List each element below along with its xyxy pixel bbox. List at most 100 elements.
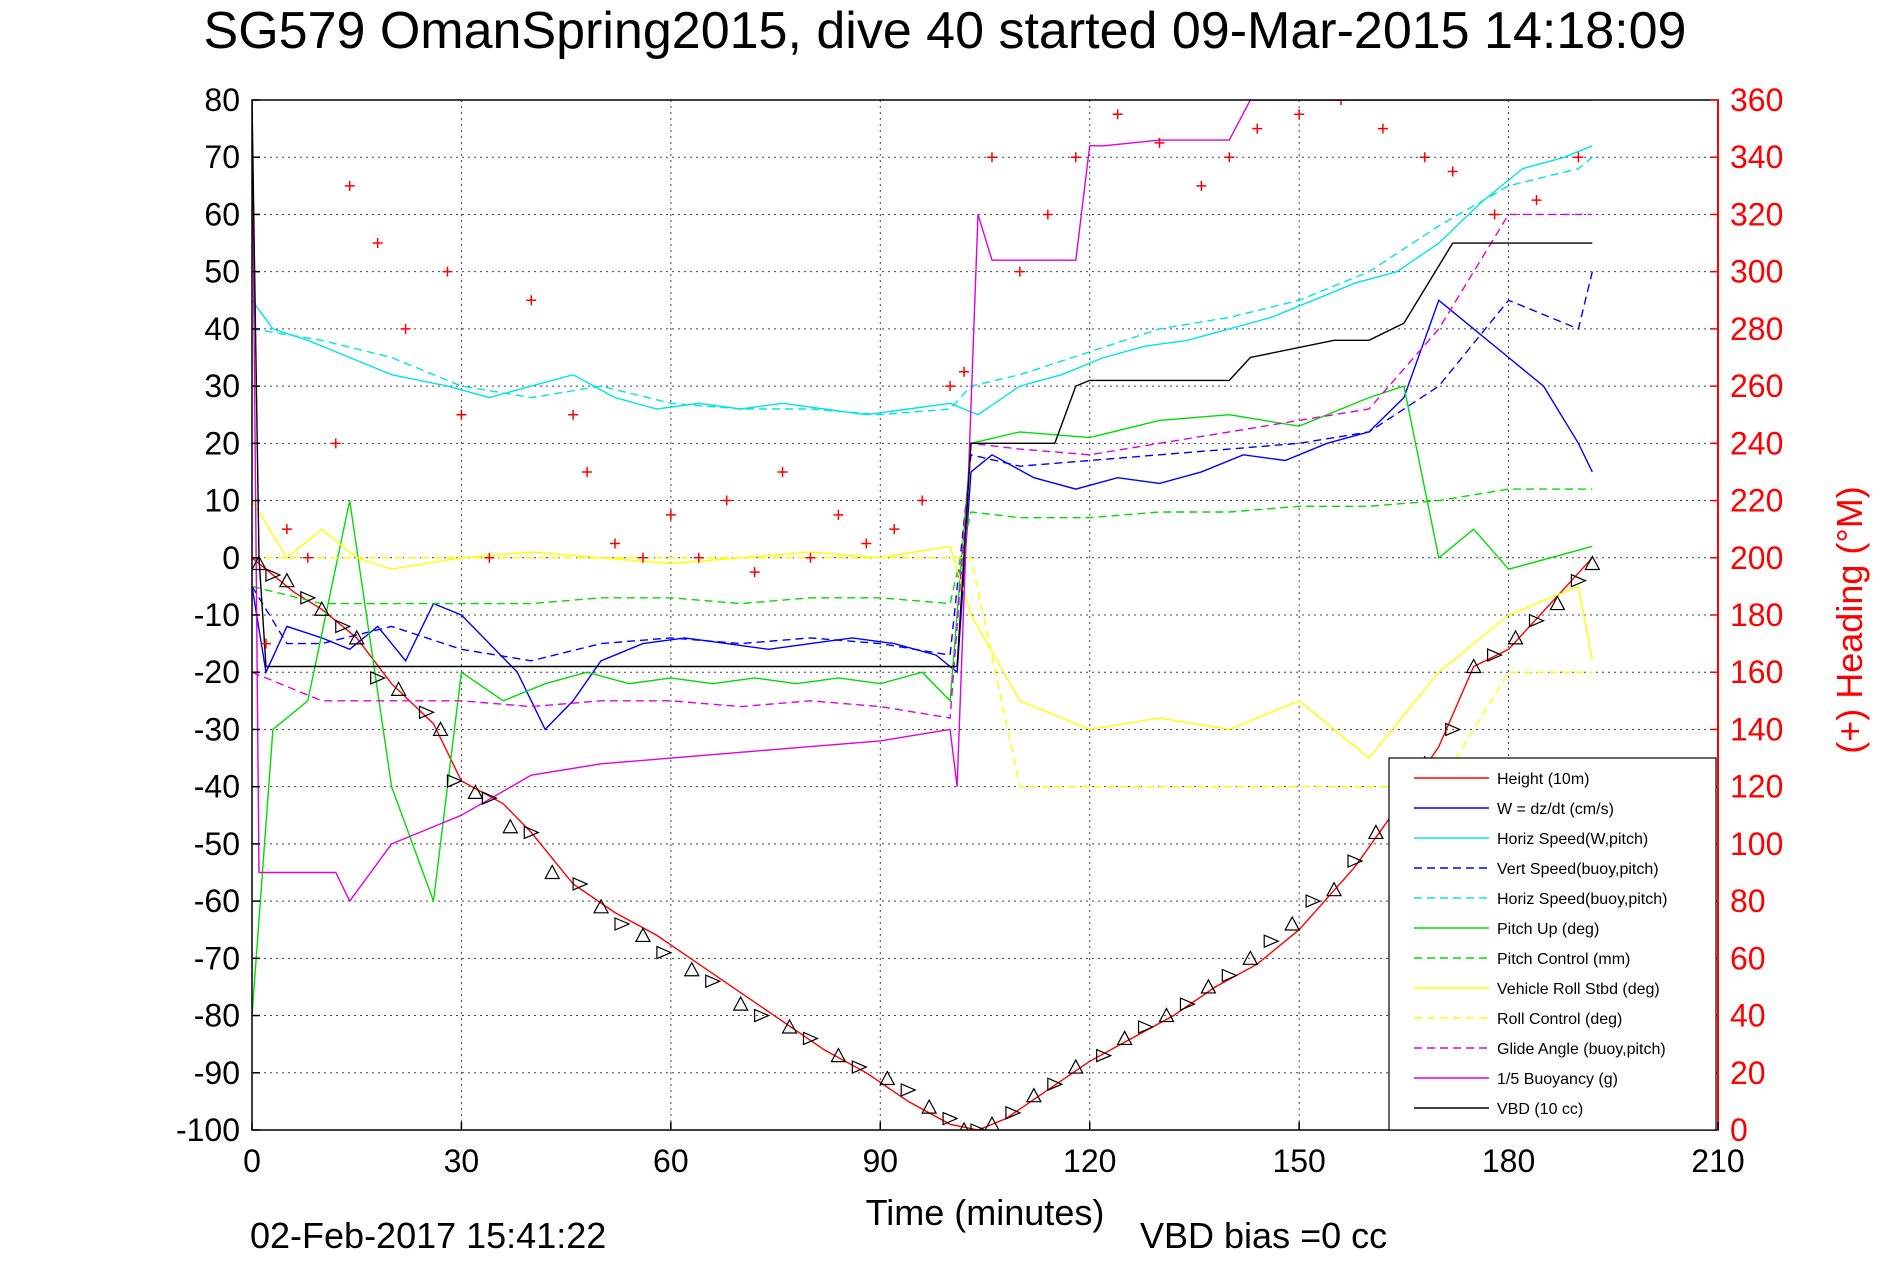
heading-point xyxy=(777,466,788,477)
heading-point xyxy=(302,552,313,563)
heading-point xyxy=(1112,109,1123,120)
y-tick-label: 30 xyxy=(204,368,240,404)
right-tick-label: 20 xyxy=(1730,1055,1766,1091)
legend-entry: Pitch Control (mm) xyxy=(1497,951,1630,968)
legend-box xyxy=(1388,757,1717,1131)
legend-entry: Vehicle Roll Stbd (deg) xyxy=(1497,981,1660,998)
y-tick-label: -10 xyxy=(194,597,240,633)
vehicle-marker xyxy=(313,601,330,616)
series-line-vert-speed-buoy-pitch xyxy=(252,271,1593,662)
vehicle-marker xyxy=(830,1047,847,1063)
vehicle-marker xyxy=(1025,1087,1042,1103)
right-tick-label: 60 xyxy=(1730,940,1766,976)
vehicle-marker xyxy=(418,705,436,720)
right-tick-label: 260 xyxy=(1730,368,1783,404)
heading-point xyxy=(1196,180,1207,191)
vehicle-marker xyxy=(1367,824,1384,840)
y-tick-label: 70 xyxy=(204,139,240,175)
legend-entry: W = dz/dt (cm/s) xyxy=(1497,801,1614,818)
legend-entry: Roll Control (deg) xyxy=(1497,1011,1622,1028)
heading-point xyxy=(344,180,355,191)
vehicle-marker xyxy=(1263,934,1280,949)
legend-entry: Pitch Up (deg) xyxy=(1497,921,1599,938)
chart-title: SG579 OmanSpring2015, dive 40 started 09… xyxy=(204,2,1687,60)
series-line-horiz-speed-buoy-pitch xyxy=(252,156,1593,416)
right-tick-label: 200 xyxy=(1730,540,1783,576)
right-tick-label: 120 xyxy=(1730,769,1783,805)
vehicle-marker xyxy=(732,995,749,1011)
series-line-pitch-control-mm xyxy=(252,488,1593,605)
vehicle-marker xyxy=(1067,1058,1084,1074)
y-tick-label: 10 xyxy=(204,483,240,519)
vehicle-marker xyxy=(278,572,295,588)
heading-point xyxy=(917,495,928,506)
vehicle-marker xyxy=(1445,722,1462,737)
heading-point xyxy=(1042,209,1053,220)
heading-point xyxy=(456,409,467,420)
vehicle-marker xyxy=(572,877,589,891)
vehicle-marker xyxy=(683,961,700,977)
vehicle-marker xyxy=(1200,978,1217,994)
heading-point xyxy=(568,409,579,420)
heading-point xyxy=(889,524,900,535)
vehicle-marker xyxy=(1528,613,1546,628)
vehicle-marker xyxy=(851,1060,868,1074)
y-tick-label: -60 xyxy=(194,883,240,919)
vehicle-marker xyxy=(1116,1030,1133,1046)
vehicle-marker xyxy=(1507,629,1524,645)
vehicle-marker xyxy=(335,619,352,634)
heading-point xyxy=(1070,152,1081,163)
right-tick-label: 280 xyxy=(1730,311,1783,347)
heading-point xyxy=(526,295,537,306)
vehicle-marker xyxy=(1242,950,1259,965)
vehicle-marker xyxy=(802,1031,819,1046)
right-tick-label: 100 xyxy=(1730,826,1783,862)
vehicle-marker xyxy=(593,898,610,914)
heading-point xyxy=(1294,109,1305,120)
heading-point xyxy=(400,323,411,334)
heading-point xyxy=(372,238,383,249)
heading-point xyxy=(1447,166,1458,177)
vehicle-marker xyxy=(265,568,282,582)
x-tick-label: 210 xyxy=(1691,1143,1744,1179)
vehicle-marker xyxy=(1221,968,1238,983)
heading-point xyxy=(582,466,593,477)
vehicle-marker xyxy=(390,681,407,696)
x-tick-label: 90 xyxy=(862,1143,898,1179)
vehicle-marker xyxy=(1549,595,1566,611)
vehicle-marker xyxy=(656,945,673,960)
heading-point xyxy=(637,552,648,563)
right-axis-label: (+) Heading (°M) xyxy=(1829,486,1870,753)
heading-point xyxy=(484,552,495,563)
series-line-vehicle-roll-stbd-deg xyxy=(252,500,1593,760)
heading-point xyxy=(1377,123,1388,134)
plot-area xyxy=(252,100,1601,1130)
heading-point xyxy=(945,381,956,392)
heading-point xyxy=(442,266,453,277)
x-tick-label: 60 xyxy=(653,1143,689,1179)
y-tick-label: -40 xyxy=(194,769,240,805)
heading-point xyxy=(1531,195,1542,206)
x-tick-label: 120 xyxy=(1063,1143,1116,1179)
legend-entry: VBD (10 cc) xyxy=(1497,1101,1583,1118)
right-tick-label: 300 xyxy=(1730,254,1783,290)
vehicle-marker xyxy=(432,721,449,737)
x-tick-label: 180 xyxy=(1482,1143,1535,1179)
legend-entry: Horiz Speed(buoy,pitch) xyxy=(1497,891,1667,908)
vehicle-marker xyxy=(900,1083,917,1097)
right-tick-label: 220 xyxy=(1730,483,1783,519)
heading-point xyxy=(805,552,816,563)
y-tick-label: 0 xyxy=(222,540,240,576)
vehicle-marker xyxy=(705,974,722,989)
right-tick-label: 320 xyxy=(1730,196,1783,232)
series-line-vbd-10-cc xyxy=(252,100,1593,668)
vehicle-marker xyxy=(481,791,498,806)
y-tick-label: 60 xyxy=(204,196,240,232)
vehicle-marker xyxy=(502,818,519,834)
vehicle-marker xyxy=(1347,854,1364,868)
heading-point xyxy=(861,538,872,549)
legend-entry: 1/5 Buoyancy (g) xyxy=(1497,1071,1618,1088)
ticks: 0 30 60 90 120 150 180 210-100-90-80-70-60-50-4… xyxy=(176,82,1783,1179)
right-tick-label: 40 xyxy=(1730,998,1766,1034)
